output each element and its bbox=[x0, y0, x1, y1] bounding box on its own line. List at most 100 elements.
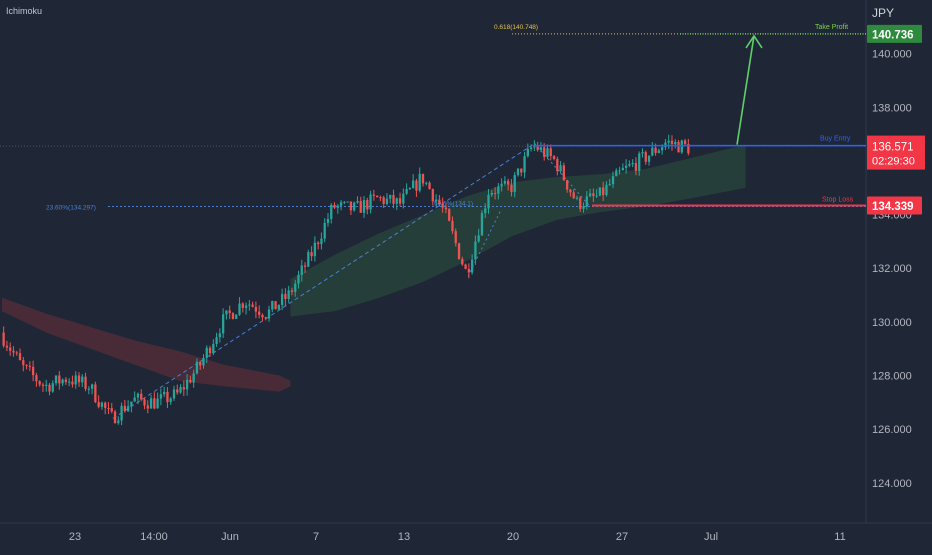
indicator-label[interactable]: Ichimoku bbox=[6, 6, 43, 16]
fib-tp-label: 0.618(140.748) bbox=[494, 24, 538, 31]
candle-body bbox=[362, 200, 366, 213]
candle-body bbox=[464, 264, 467, 269]
candle-body bbox=[441, 204, 444, 208]
time-tick-label: 14:00 bbox=[140, 531, 168, 543]
candle-body bbox=[615, 170, 618, 177]
fib-pullback bbox=[534, 143, 591, 207]
candle-body bbox=[670, 140, 674, 145]
candle-body bbox=[68, 381, 71, 383]
candle-body bbox=[320, 238, 323, 245]
candle-body bbox=[687, 144, 690, 154]
candle-body bbox=[657, 150, 661, 153]
candle-body bbox=[97, 402, 100, 407]
candle-body bbox=[500, 183, 503, 187]
candle-body bbox=[326, 218, 330, 223]
ichimoku-clouds bbox=[2, 144, 746, 392]
candle-body bbox=[77, 375, 81, 383]
stop-loss-price-tag-bg bbox=[867, 196, 922, 215]
candle-body bbox=[307, 252, 310, 267]
candle-body bbox=[385, 198, 389, 204]
candle-body bbox=[71, 381, 74, 385]
candle-body bbox=[149, 398, 153, 409]
candle-body bbox=[582, 206, 585, 209]
candle-body bbox=[595, 195, 598, 197]
candle-body bbox=[54, 375, 58, 384]
candle-body bbox=[382, 197, 385, 204]
candle-body bbox=[602, 187, 605, 195]
candle-body bbox=[300, 265, 303, 275]
candle-body bbox=[64, 379, 68, 383]
candle-body bbox=[81, 376, 84, 383]
candle-body bbox=[261, 314, 264, 318]
candle-body bbox=[313, 242, 317, 257]
candle-body bbox=[12, 350, 15, 353]
candle-body bbox=[480, 213, 484, 236]
candle-body bbox=[297, 274, 300, 284]
candle-body bbox=[290, 290, 294, 292]
candle-body bbox=[107, 408, 110, 410]
candle-body bbox=[113, 411, 117, 424]
time-tick-label: 27 bbox=[616, 531, 628, 543]
candle-body bbox=[241, 303, 244, 308]
candle-body bbox=[575, 197, 579, 199]
candle-body bbox=[179, 387, 182, 393]
candle-body bbox=[608, 184, 611, 186]
candle-body bbox=[267, 309, 271, 319]
candle-body bbox=[235, 314, 238, 319]
take-profit-label: Take Profit bbox=[815, 24, 848, 31]
candle-body bbox=[592, 193, 595, 197]
arrow-shaft bbox=[736, 35, 755, 145]
candle-body bbox=[412, 180, 415, 189]
candle-body bbox=[176, 389, 179, 393]
price-tick-label: 138.000 bbox=[872, 102, 912, 114]
candle-body bbox=[651, 147, 654, 156]
candle-body bbox=[621, 167, 624, 171]
candle-body bbox=[487, 194, 490, 209]
candle-body bbox=[310, 252, 313, 257]
candle-body bbox=[585, 196, 588, 207]
candle-body bbox=[136, 393, 140, 398]
price-axis[interactable]: 124.000126.000128.000130.000132.000134.0… bbox=[872, 49, 912, 490]
candle-body bbox=[428, 182, 431, 190]
candle-body bbox=[123, 405, 127, 412]
candle-body bbox=[31, 366, 35, 376]
candle-body bbox=[215, 337, 218, 344]
candle-body bbox=[90, 384, 94, 389]
candle-body bbox=[448, 209, 451, 221]
candle-body bbox=[392, 194, 395, 204]
candle-body bbox=[205, 347, 208, 358]
candle-body bbox=[5, 345, 9, 348]
price-tick-label: 124.000 bbox=[872, 478, 912, 490]
candle-body bbox=[35, 375, 38, 382]
candle-body bbox=[520, 168, 523, 173]
candle-body bbox=[444, 207, 448, 210]
time-axis[interactable]: 23 14:00 Jun 7 13 20 27 Jul 11 bbox=[69, 531, 846, 543]
time-tick-label: Jun bbox=[221, 531, 239, 543]
candle-body bbox=[372, 194, 375, 196]
candle-body bbox=[330, 204, 333, 219]
candle-body bbox=[366, 200, 369, 210]
candle-body bbox=[94, 384, 97, 403]
candle-body bbox=[598, 187, 602, 196]
price-tick-label: 128.000 bbox=[872, 370, 912, 382]
candle-body bbox=[638, 153, 641, 171]
candle-body bbox=[248, 304, 251, 306]
candle-body bbox=[51, 383, 54, 392]
candle-body bbox=[539, 147, 543, 151]
candle-body bbox=[654, 147, 657, 153]
candle-body bbox=[159, 394, 163, 399]
candle-body bbox=[238, 303, 241, 315]
candle-body bbox=[369, 194, 372, 210]
candle-body bbox=[395, 198, 398, 204]
price-tags: 140.736 136.571 02:29:30 134.339 bbox=[867, 24, 925, 215]
candle-body bbox=[208, 347, 212, 354]
bull-cloud bbox=[290, 144, 746, 317]
candle-body bbox=[467, 268, 471, 273]
candle-body bbox=[477, 235, 480, 242]
candle-body bbox=[451, 220, 454, 232]
candle-body bbox=[182, 387, 185, 390]
candle-body bbox=[317, 242, 320, 245]
candle-body bbox=[228, 310, 231, 314]
